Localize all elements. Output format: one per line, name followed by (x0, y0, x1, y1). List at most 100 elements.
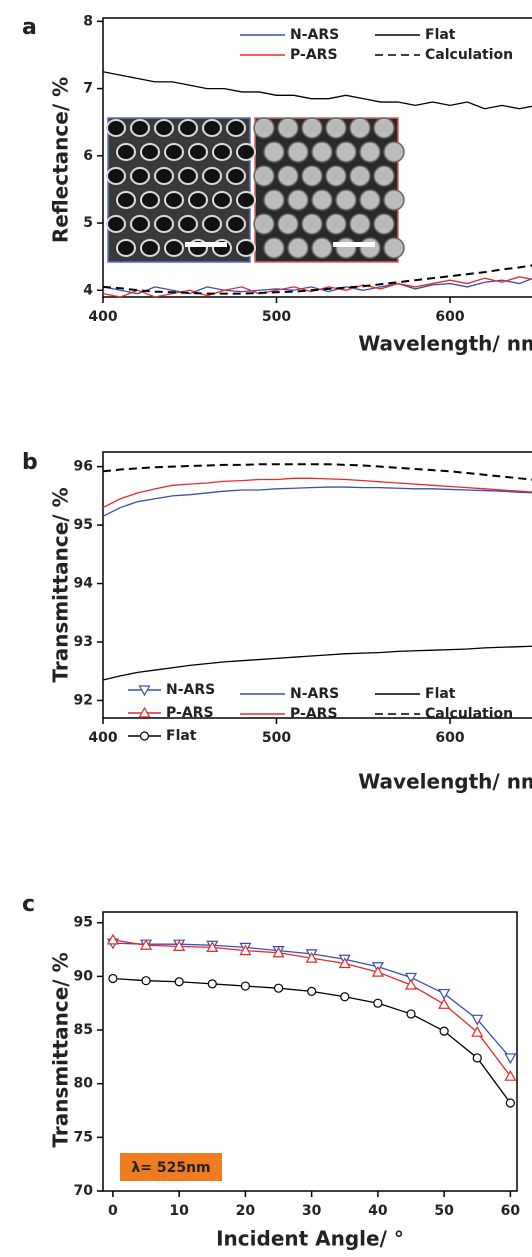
pore (116, 143, 136, 161)
annotation-box (120, 1153, 222, 1181)
pore (236, 143, 256, 161)
marker (504, 1053, 517, 1065)
pore (212, 191, 232, 209)
marker (273, 983, 284, 993)
marker (138, 685, 151, 697)
x-tick-label: 400 (88, 730, 117, 746)
marker (338, 957, 351, 969)
bump (301, 117, 323, 139)
x-tick-label: 0 (108, 1203, 118, 1219)
pore (130, 119, 150, 137)
pore (140, 143, 160, 161)
x-tick-label: 60 (501, 1203, 521, 1219)
bump (287, 141, 309, 163)
sem-insets (106, 117, 405, 263)
pore (106, 167, 126, 185)
y-tick-label: 96 (74, 459, 93, 475)
pore (140, 191, 160, 209)
bump (311, 237, 333, 259)
scale-bar (333, 242, 375, 247)
pore (202, 167, 222, 185)
marker (438, 998, 451, 1009)
bump (359, 189, 381, 211)
marker (471, 1025, 484, 1037)
marker (272, 946, 285, 958)
bump (263, 141, 285, 163)
series-line (112, 977, 511, 1104)
bump (311, 189, 333, 211)
bump (373, 117, 395, 139)
plot-frame (102, 451, 532, 719)
bump (383, 189, 405, 211)
x-axis-title: Incident Angle/ ° (216, 1227, 404, 1251)
pore (236, 239, 256, 257)
marker (340, 992, 350, 1002)
marker (504, 1069, 517, 1081)
legend-label: P-ARS (166, 705, 214, 721)
series-line (102, 486, 532, 517)
legend-label: Flat (425, 686, 456, 702)
panel-label: b (22, 450, 38, 475)
panel-label: c (22, 892, 35, 917)
marker (404, 972, 418, 984)
bump (373, 213, 395, 235)
y-tick-label: 80 (74, 1076, 94, 1092)
y-tick-label: 6 (83, 148, 93, 164)
y-tick-label: 7 (83, 81, 93, 97)
marker (106, 933, 119, 945)
marker (406, 1009, 416, 1019)
pore (236, 191, 256, 209)
legend-label: Flat (425, 27, 456, 43)
bump (335, 189, 357, 211)
marker (206, 941, 219, 953)
annotation: λ= 525nm (131, 1160, 210, 1176)
pore (154, 119, 174, 137)
marker (307, 986, 317, 997)
marker (174, 977, 184, 987)
pore (116, 191, 136, 209)
series-line (102, 276, 532, 298)
x-tick-label: 500 (262, 309, 291, 325)
marker (141, 976, 151, 986)
marker (505, 1098, 515, 1108)
legend-label: N-ARS (290, 27, 339, 43)
marker (240, 981, 251, 991)
bump (325, 213, 347, 235)
bump (287, 237, 309, 259)
pore (202, 215, 222, 233)
bump (277, 117, 299, 139)
marker (207, 979, 217, 989)
pore (226, 167, 246, 185)
scale-bar (185, 242, 227, 247)
marker (471, 1014, 484, 1026)
pore (178, 215, 198, 233)
y-tick-label: 75 (74, 1129, 93, 1145)
y-tick-label: 8 (83, 13, 93, 29)
pore (116, 239, 136, 257)
marker (239, 944, 252, 956)
x-tick-label: 10 (169, 1203, 189, 1219)
bump (335, 237, 357, 259)
bump (349, 213, 371, 235)
x-axis-title: Wavelength/ nm (358, 770, 532, 794)
marker (139, 731, 150, 741)
bump (383, 237, 405, 259)
bump (253, 165, 275, 187)
bump (253, 117, 275, 139)
legend-label: Flat (166, 728, 197, 744)
marker (472, 1053, 482, 1063)
bump (263, 189, 285, 211)
bump (301, 213, 323, 235)
legend-label: P-ARS (290, 47, 338, 63)
pore (106, 215, 126, 233)
bump (349, 165, 371, 187)
marker (439, 1026, 449, 1036)
bump (287, 189, 309, 211)
bump (325, 117, 347, 139)
x-tick-label: 20 (236, 1203, 256, 1219)
legend-label: N-ARS (166, 682, 215, 698)
pore (154, 215, 174, 233)
pore (188, 143, 208, 161)
bump (277, 165, 299, 187)
y-tick-label: 85 (74, 1022, 93, 1038)
